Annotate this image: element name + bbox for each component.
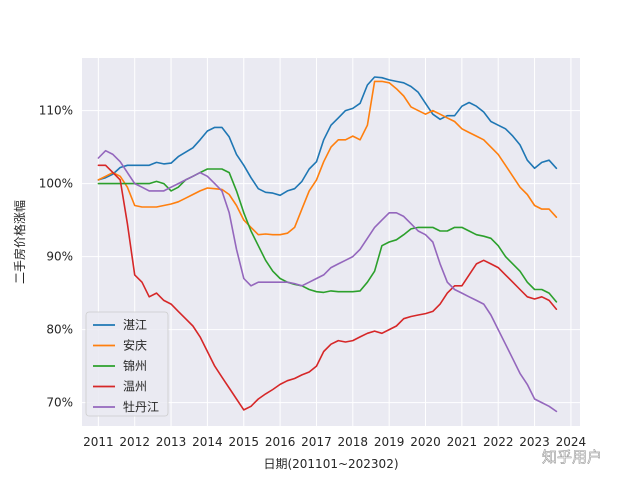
x-tick-label: 2023 [519, 435, 550, 449]
series-line [97, 80, 558, 236]
y-tick-label: 80% [46, 323, 73, 337]
x-tick-label: 2013 [156, 435, 187, 449]
x-tick-label: 2017 [301, 435, 332, 449]
y-axis-label: 二手房价格涨幅 [12, 200, 27, 284]
x-tick-label: 2012 [119, 435, 150, 449]
x-tick-label: 2011 [83, 435, 114, 449]
series-line [97, 76, 558, 197]
x-tick-label: 2018 [338, 435, 369, 449]
series-line [97, 149, 558, 413]
y-tick-labels: 70% 80% 90% 100% 110% [39, 104, 73, 410]
x-tick-label: 2014 [192, 435, 223, 449]
series-line [97, 168, 558, 303]
x-tick-label: 2022 [483, 435, 514, 449]
x-tick-label: 2021 [447, 435, 478, 449]
series-line [97, 164, 558, 411]
y-tick-label: 110% [39, 104, 73, 118]
legend-box [85, 311, 169, 417]
y-tick-label: 90% [46, 250, 73, 264]
gridlines [82, 58, 580, 426]
y-tick-label: 70% [46, 396, 73, 410]
x-tick-label: 2020 [410, 435, 441, 449]
legend-label: 温州 [123, 380, 147, 394]
x-tick-labels: 2011 2012 2013 2014 2015 2016 2017 2018 2019 2020… [83, 435, 586, 449]
legend-label: 湛江 [123, 318, 147, 332]
x-tick-label: 2016 [265, 435, 296, 449]
legend-label: 安庆 [123, 338, 147, 353]
watermark: 知乎用户 [542, 448, 602, 466]
x-tick-label: 2024 [556, 435, 587, 449]
x-tick-label: 2015 [228, 435, 259, 449]
legend-label: 牡丹江 [123, 399, 159, 414]
y-tick-label: 100% [39, 177, 73, 191]
series-layer [97, 76, 558, 413]
x-axis-label: 日期(201101~202302) [263, 457, 398, 471]
x-tick-label: 2019 [374, 435, 405, 449]
legend-label: 锦州 [123, 359, 147, 373]
